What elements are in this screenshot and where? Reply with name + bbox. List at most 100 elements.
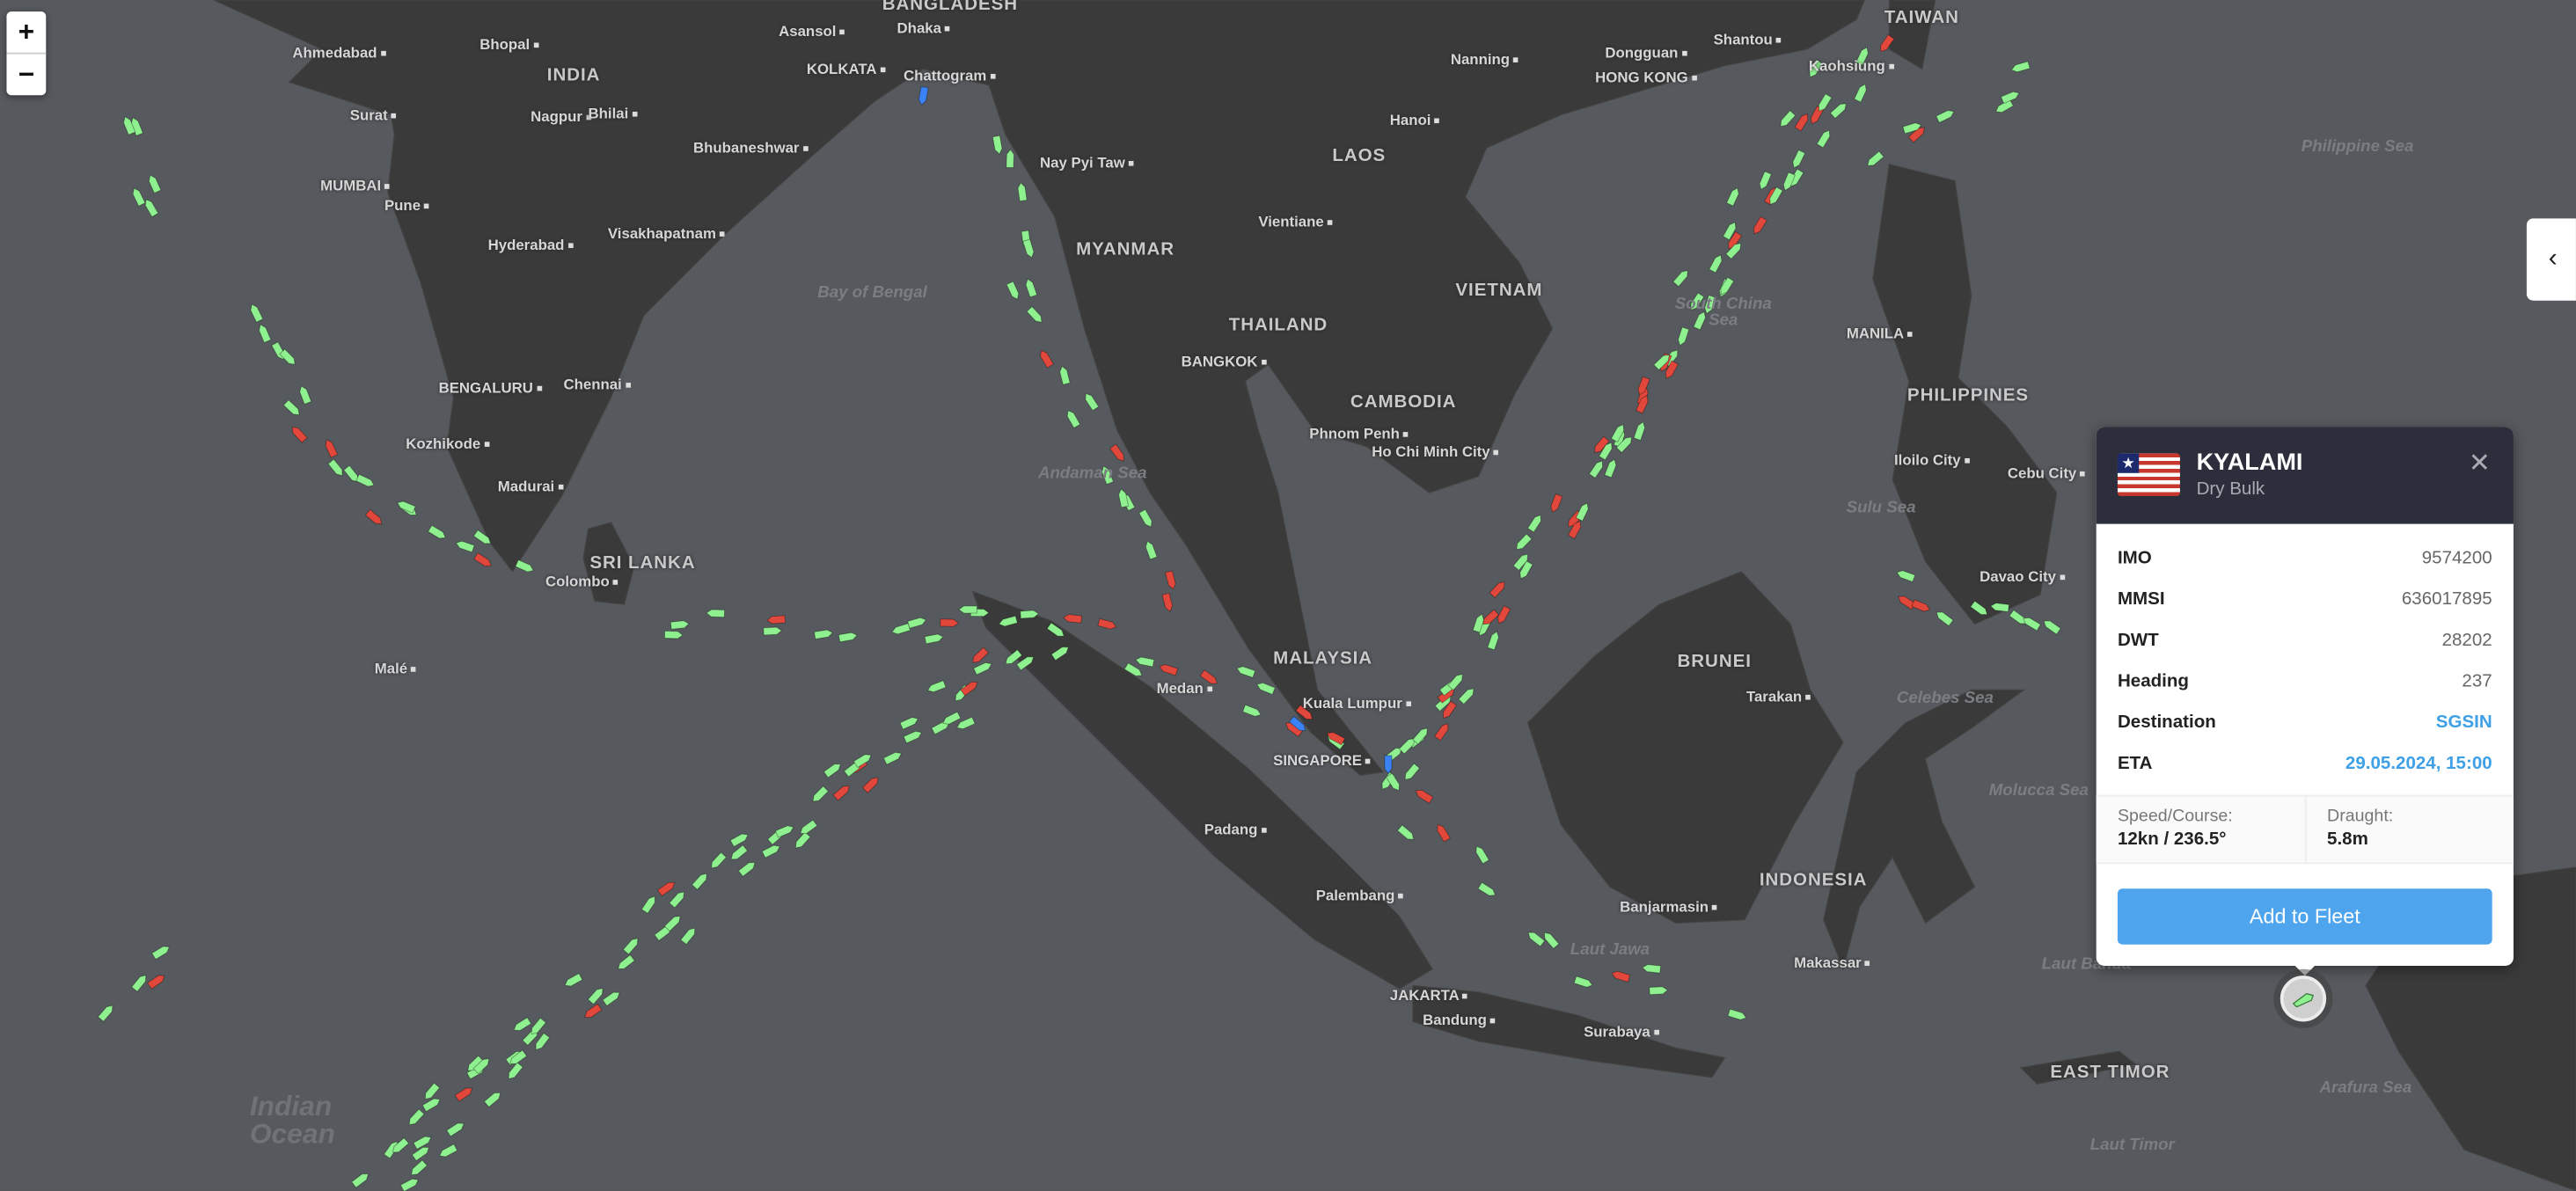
destination-link[interactable]: SGSIN <box>2435 712 2492 732</box>
vessel-marker[interactable] <box>1778 110 1797 129</box>
vessel-marker[interactable] <box>2022 615 2042 632</box>
vessel-marker[interactable] <box>1907 125 1927 143</box>
vessel-marker[interactable] <box>1703 295 1716 315</box>
vessel-marker[interactable] <box>508 1049 528 1067</box>
vessel-marker[interactable] <box>882 750 903 765</box>
vessel-marker[interactable] <box>1677 326 1690 347</box>
vessel-marker[interactable] <box>249 303 264 323</box>
vessel-marker[interactable] <box>473 552 494 569</box>
vessel-marker[interactable] <box>1236 665 1256 678</box>
vessel-marker[interactable] <box>472 529 493 547</box>
vessel-marker[interactable] <box>1101 464 1115 486</box>
vessel-marker[interactable] <box>351 1171 370 1188</box>
vessel-marker[interactable] <box>1097 617 1117 630</box>
vessel-marker[interactable] <box>955 716 976 731</box>
vessel-marker[interactable] <box>823 761 842 778</box>
vessel-marker[interactable] <box>1512 552 1530 572</box>
vessel-marker[interactable] <box>446 1121 466 1137</box>
vessel-marker[interactable] <box>1989 603 2010 613</box>
vessel-marker[interactable] <box>1794 112 1811 132</box>
vessel-marker[interactable] <box>121 115 136 135</box>
vessel-marker[interactable] <box>766 615 787 625</box>
vessel-marker[interactable] <box>1161 592 1174 613</box>
vessel-marker[interactable] <box>670 620 690 630</box>
vessel-marker[interactable] <box>1083 391 1100 412</box>
vessel-marker[interactable] <box>1435 822 1452 843</box>
vessel-marker[interactable] <box>1159 663 1179 676</box>
vessel-marker[interactable] <box>958 605 977 614</box>
vessel-marker[interactable] <box>656 880 677 897</box>
vessel-marker[interactable] <box>326 1188 345 1190</box>
vessel-marker[interactable] <box>515 559 535 574</box>
vessel-marker[interactable] <box>1006 281 1021 301</box>
vessel-marker[interactable] <box>472 1056 492 1075</box>
vessel-marker[interactable] <box>1489 580 1507 599</box>
vessel-marker[interactable] <box>582 1003 603 1020</box>
vessel-marker[interactable] <box>1481 609 1500 627</box>
vessel-marker[interactable] <box>1396 824 1416 842</box>
vessel-marker[interactable] <box>1693 311 1708 331</box>
vessel-marker[interactable] <box>355 473 376 488</box>
vessel-marker[interactable] <box>1588 459 1605 479</box>
vessel-marker[interactable] <box>1567 519 1583 539</box>
vessel-marker[interactable] <box>1672 268 1691 288</box>
vessel-marker[interactable] <box>406 1108 425 1128</box>
vessel-marker[interactable] <box>1414 787 1434 804</box>
vessel-marker[interactable] <box>1615 435 1634 454</box>
vessel-marker[interactable] <box>973 661 993 676</box>
vessel-marker[interactable] <box>706 609 726 618</box>
vessel-marker[interactable] <box>1767 186 1783 207</box>
vessel-marker[interactable] <box>587 986 605 1005</box>
vessel-marker[interactable] <box>422 1082 441 1101</box>
vessel-marker[interactable] <box>1038 348 1055 369</box>
vessel-marker[interactable] <box>1117 488 1130 508</box>
vessel-marker[interactable] <box>421 1096 442 1113</box>
vessel-marker[interactable] <box>680 926 698 946</box>
vessel-marker[interactable] <box>1896 569 1916 583</box>
vessel-marker[interactable] <box>810 785 830 804</box>
vessel-marker[interactable] <box>1936 108 1956 124</box>
vessel-marker[interactable] <box>1635 394 1650 414</box>
vessel-marker[interactable] <box>282 398 302 418</box>
vessel-marker[interactable] <box>1006 149 1014 169</box>
vessel-marker[interactable] <box>1123 662 1144 679</box>
vessel-marker[interactable] <box>899 715 919 730</box>
vessel-marker[interactable] <box>1725 186 1741 207</box>
vessel-marker[interactable] <box>1688 292 1705 312</box>
vessel-marker[interactable] <box>529 1017 547 1036</box>
vessel-marker[interactable] <box>2042 618 2061 635</box>
vessel-marker[interactable] <box>1816 128 1833 149</box>
vessel-marker[interactable] <box>853 752 873 769</box>
vessel-marker[interactable] <box>506 1062 523 1081</box>
vessel-marker[interactable] <box>1026 305 1044 325</box>
vessel-marker[interactable] <box>761 844 781 859</box>
vessel-marker[interactable] <box>427 524 448 541</box>
vessel-marker[interactable] <box>602 990 622 1007</box>
selected-vessel-marker[interactable] <box>2280 975 2327 1022</box>
vessel-marker[interactable] <box>1935 610 1954 627</box>
zoom-in-button[interactable]: + <box>6 11 47 55</box>
vessel-marker[interactable] <box>663 913 682 932</box>
vessel-marker[interactable] <box>992 135 1003 155</box>
vessel-marker[interactable] <box>998 615 1018 627</box>
vessel-marker[interactable] <box>1664 360 1680 380</box>
vessel-marker[interactable] <box>737 859 757 878</box>
vessel-marker[interactable] <box>512 1017 532 1034</box>
vessel-marker[interactable] <box>1526 513 1543 533</box>
vessel-marker[interactable] <box>1046 622 1066 639</box>
vessel-marker[interactable] <box>1020 610 1040 619</box>
vessel-marker[interactable] <box>147 173 162 194</box>
vessel-marker[interactable] <box>813 629 834 640</box>
vessel-marker[interactable] <box>1758 171 1773 191</box>
vessel-marker[interactable] <box>533 1032 551 1051</box>
vessel-marker[interactable] <box>1477 881 1497 898</box>
vessel-marker[interactable] <box>918 85 929 106</box>
vessel-marker[interactable] <box>1514 533 1533 552</box>
vessel-marker[interactable] <box>399 1177 420 1191</box>
vessel-marker[interactable] <box>1384 755 1393 775</box>
vessel-marker[interactable] <box>151 944 172 961</box>
vessel-marker[interactable] <box>298 384 312 406</box>
vessel-marker[interactable] <box>1726 230 1743 251</box>
vessel-marker[interactable] <box>455 539 475 553</box>
vessel-marker[interactable] <box>709 851 728 871</box>
